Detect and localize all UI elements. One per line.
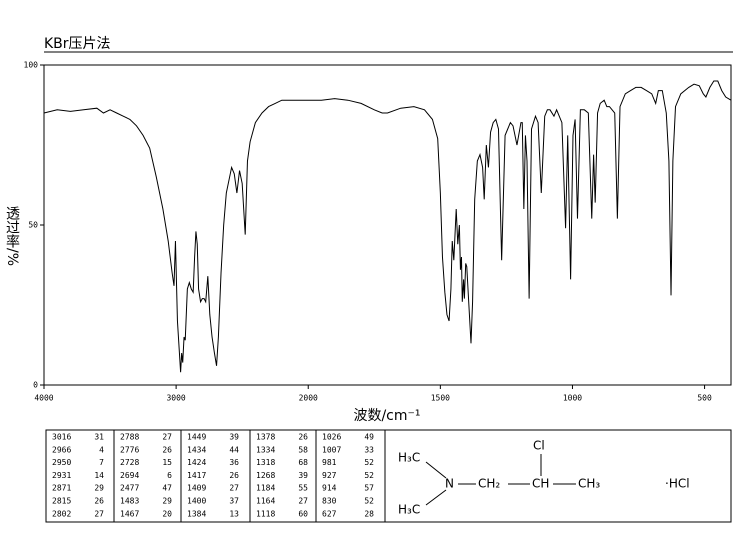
peak-wavenumber: 830	[322, 497, 337, 506]
chart-title: KBr压片法	[44, 36, 111, 52]
peak-transmittance: 26	[229, 471, 239, 480]
peak-transmittance: 52	[364, 497, 374, 506]
peak-wavenumber: 1007	[322, 445, 341, 454]
peak-wavenumber: 1483	[120, 497, 139, 506]
y-axis-label: 透过率/%	[4, 206, 20, 266]
peak-wavenumber: 927	[322, 471, 337, 480]
peak-wavenumber: 2802	[52, 509, 71, 518]
peak-transmittance: 7	[99, 458, 104, 467]
peak-wavenumber: 2694	[120, 471, 139, 480]
table-frame	[45, 429, 732, 523]
atom-label: CH	[532, 477, 549, 491]
atom-label: CH₃	[578, 477, 600, 491]
peak-transmittance: 26	[298, 433, 308, 442]
peak-transmittance: 52	[364, 471, 374, 480]
peak-wavenumber: 1378	[256, 433, 275, 442]
peak-wavenumber: 914	[322, 484, 337, 493]
atom-label: CH₂	[478, 477, 500, 491]
atom-label: H₃C	[398, 503, 420, 517]
peak-transmittance: 27	[94, 509, 104, 518]
bond	[425, 461, 447, 479]
peak-transmittance: 29	[94, 484, 104, 493]
structure: H₃C H₃C N CH₂ CH Cl CH₃ ·HCl	[398, 439, 690, 517]
peak-transmittance: 57	[364, 484, 374, 493]
peak-wavenumber: 1318	[256, 458, 275, 467]
salt-label: ·HCl	[665, 477, 690, 491]
y-tick-label: 100	[24, 61, 39, 70]
spectrum-line	[43, 80, 732, 373]
peak-wavenumber: 2776	[120, 445, 139, 454]
peak-transmittance: 31	[94, 433, 104, 442]
peak-transmittance: 6	[167, 471, 172, 480]
peak-wavenumber: 1400	[187, 497, 206, 506]
peak-wavenumber: 1424	[187, 458, 206, 467]
peak-transmittance: 27	[162, 433, 172, 442]
peak-transmittance: 58	[298, 445, 308, 454]
peak-transmittance: 55	[298, 484, 308, 493]
peak-transmittance: 28	[364, 509, 374, 518]
peak-wavenumber: 1409	[187, 484, 206, 493]
peak-wavenumber: 2477	[120, 484, 139, 493]
peak-wavenumber: 1118	[256, 509, 275, 518]
peak-wavenumber: 2815	[52, 497, 71, 506]
peak-wavenumber: 627	[322, 509, 337, 518]
peak-transmittance: 60	[298, 509, 308, 518]
peak-wavenumber: 2728	[120, 458, 139, 467]
bond	[425, 489, 447, 506]
peak-transmittance: 68	[298, 458, 308, 467]
peak-wavenumber: 2871	[52, 484, 71, 493]
peak-wavenumber: 1026	[322, 433, 341, 442]
peak-wavenumber: 1184	[256, 484, 275, 493]
peak-transmittance: 29	[162, 497, 172, 506]
y-tick-label: 50	[28, 221, 38, 230]
peak-wavenumber: 1449	[187, 433, 206, 442]
peak-transmittance: 27	[298, 497, 308, 506]
peak-wavenumber: 2966	[52, 445, 71, 454]
peak-wavenumber: 1334	[256, 445, 275, 454]
peak-wavenumber: 1467	[120, 509, 139, 518]
peak-transmittance: 26	[162, 445, 172, 454]
x-tick-label: 1500	[431, 394, 450, 403]
x-tick-label: 3000	[166, 394, 185, 403]
x-tick-label: 2000	[299, 394, 318, 403]
x-tick-label: 1000	[563, 394, 582, 403]
x-axis-label: 波数/cm⁻¹	[353, 408, 420, 424]
peak-wavenumber: 1417	[187, 471, 206, 480]
peak-transmittance: 39	[229, 433, 239, 442]
peak-wavenumber: 1268	[256, 471, 275, 480]
peak-transmittance: 27	[229, 484, 239, 493]
y-tick-label: 0	[33, 381, 38, 390]
atom-label: H₃C	[398, 451, 420, 465]
peak-transmittance: 13	[229, 509, 239, 518]
atom-label: N	[445, 477, 454, 491]
peak-transmittance: 33	[364, 445, 374, 454]
peak-transmittance: 20	[162, 509, 172, 518]
peak-transmittance: 15	[162, 458, 172, 467]
peak-transmittance: 49	[364, 433, 374, 442]
x-tick-label: 500	[697, 394, 712, 403]
peak-wavenumber: 2950	[52, 458, 71, 467]
atom-label: Cl	[533, 439, 545, 453]
peak-transmittance: 26	[94, 497, 104, 506]
peak-wavenumber: 1384	[187, 509, 206, 518]
peak-wavenumber: 1434	[187, 445, 206, 454]
peak-transmittance: 36	[229, 458, 239, 467]
peak-wavenumber: 981	[322, 458, 337, 467]
peak-transmittance: 39	[298, 471, 308, 480]
peak-wavenumber: 3016	[52, 433, 71, 442]
peak-transmittance: 4	[99, 445, 104, 454]
peak-transmittance: 37	[229, 497, 239, 506]
peak-wavenumber: 2931	[52, 471, 71, 480]
peak-transmittance: 52	[364, 458, 374, 467]
peak-wavenumber: 2788	[120, 433, 139, 442]
peak-transmittance: 14	[94, 471, 104, 480]
peak-transmittance: 44	[229, 445, 239, 454]
peak-transmittance: 47	[162, 484, 172, 493]
peak-wavenumber: 1164	[256, 497, 275, 506]
x-tick-label: 4000	[34, 394, 53, 403]
